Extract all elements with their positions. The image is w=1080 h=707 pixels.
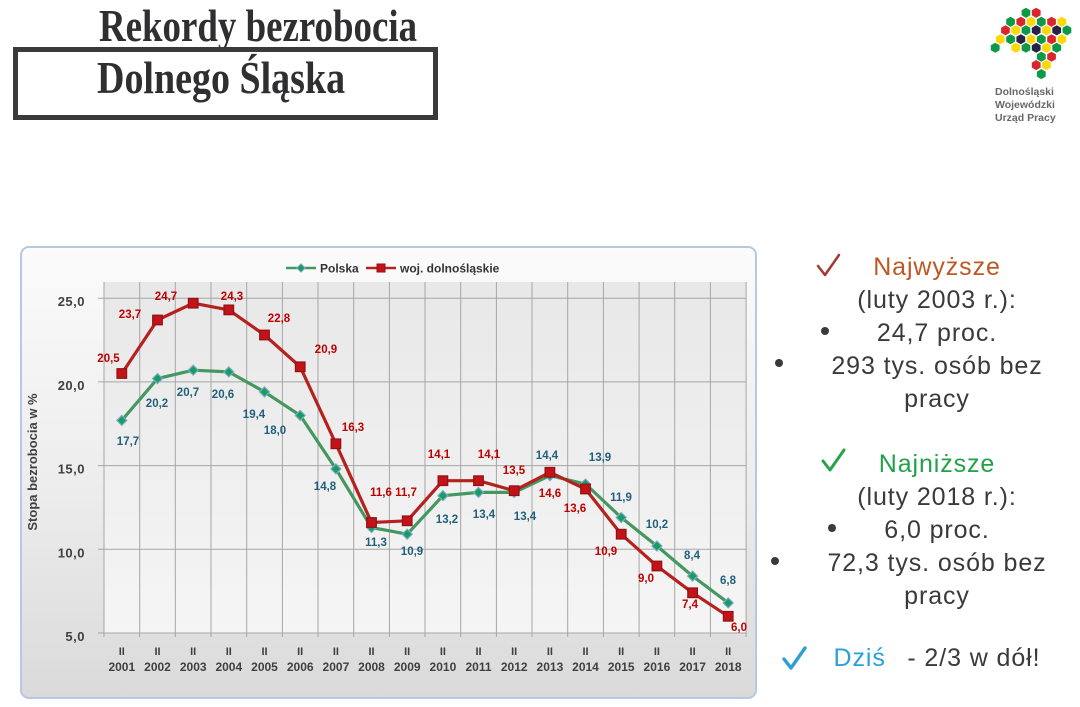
svg-text:II: II xyxy=(154,646,160,658)
svg-text:2015: 2015 xyxy=(608,660,635,674)
svg-text:13,9: 13,9 xyxy=(589,452,611,464)
svg-text:2014: 2014 xyxy=(572,660,599,674)
svg-text:Dolnośląski: Dolnośląski xyxy=(995,86,1054,98)
svg-text:13,5: 13,5 xyxy=(503,465,526,477)
svg-text:24,3: 24,3 xyxy=(221,291,243,303)
svg-text:8,4: 8,4 xyxy=(684,550,701,562)
svg-text:II: II xyxy=(226,646,232,658)
svg-text:2009: 2009 xyxy=(394,660,421,674)
svg-text:II: II xyxy=(190,646,196,658)
svg-text:20,0: 20,0 xyxy=(58,378,85,393)
svg-text:Wojewódzki: Wojewódzki xyxy=(995,99,1055,111)
svg-text:15,0: 15,0 xyxy=(58,462,85,477)
svg-text:woj. dolnośląskie: woj. dolnośląskie xyxy=(399,262,500,276)
svg-text:5,0: 5,0 xyxy=(65,629,85,644)
svg-text:13,4: 13,4 xyxy=(473,509,496,521)
svg-text:10,9: 10,9 xyxy=(401,546,423,558)
svg-text:2006: 2006 xyxy=(287,660,314,674)
svg-text:2007: 2007 xyxy=(323,660,350,674)
svg-text:6,8: 6,8 xyxy=(720,575,737,587)
svg-text:II: II xyxy=(547,646,553,658)
svg-text:2004: 2004 xyxy=(215,660,242,674)
svg-text:Stopa bezrobocia w %: Stopa bezrobocia w % xyxy=(25,393,40,531)
svg-text:II: II xyxy=(119,646,125,658)
svg-text:6,0: 6,0 xyxy=(731,622,747,634)
svg-text:14,4: 14,4 xyxy=(536,450,559,462)
svg-text:II: II xyxy=(261,646,267,658)
svg-text:2008: 2008 xyxy=(358,660,385,674)
svg-text:2005: 2005 xyxy=(251,660,278,674)
svg-text:2017: 2017 xyxy=(679,660,706,674)
svg-text:20,5: 20,5 xyxy=(97,353,120,365)
svg-text:Polska: Polska xyxy=(320,262,359,276)
svg-text:II: II xyxy=(618,646,624,658)
svg-text:14,1: 14,1 xyxy=(428,449,451,461)
svg-text:2002: 2002 xyxy=(144,660,171,674)
svg-text:2001: 2001 xyxy=(108,660,135,674)
svg-text:2016: 2016 xyxy=(644,660,671,674)
svg-text:11,3: 11,3 xyxy=(365,537,387,549)
svg-text:23,7: 23,7 xyxy=(119,309,141,321)
svg-text:II: II xyxy=(475,646,481,658)
svg-text:14,6: 14,6 xyxy=(539,488,561,500)
svg-text:10,2: 10,2 xyxy=(646,519,668,531)
svg-text:10,0: 10,0 xyxy=(58,545,85,560)
svg-text:2018: 2018 xyxy=(715,660,742,674)
svg-text:20,2: 20,2 xyxy=(146,398,168,410)
svg-text:13,6: 13,6 xyxy=(564,503,586,515)
svg-text:11,7: 11,7 xyxy=(395,487,417,499)
svg-text:22,8: 22,8 xyxy=(268,313,291,325)
svg-text:2012: 2012 xyxy=(501,660,528,674)
svg-text:Urząd Pracy: Urząd Pracy xyxy=(995,112,1056,124)
svg-text:14,8: 14,8 xyxy=(314,481,337,493)
svg-text:20,6: 20,6 xyxy=(212,389,234,401)
svg-text:II: II xyxy=(725,646,731,658)
svg-text:II: II xyxy=(654,646,660,658)
svg-text:II: II xyxy=(511,646,517,658)
svg-text:2003: 2003 xyxy=(180,660,207,674)
svg-text:II: II xyxy=(582,646,588,658)
svg-text:14,1: 14,1 xyxy=(478,449,501,461)
svg-text:2013: 2013 xyxy=(537,660,564,674)
svg-text:18,0: 18,0 xyxy=(264,425,286,437)
svg-text:16,3: 16,3 xyxy=(342,422,364,434)
svg-text:9,0: 9,0 xyxy=(638,573,654,585)
svg-text:2011: 2011 xyxy=(465,660,491,674)
svg-text:2010: 2010 xyxy=(430,660,457,674)
svg-text:II: II xyxy=(440,646,446,658)
svg-text:13,4: 13,4 xyxy=(514,511,537,523)
svg-text:11,9: 11,9 xyxy=(610,492,632,504)
svg-text:24,7: 24,7 xyxy=(155,291,177,303)
svg-text:10,9: 10,9 xyxy=(595,546,617,558)
svg-text:II: II xyxy=(404,646,410,658)
svg-text:II: II xyxy=(368,646,374,658)
svg-text:20,9: 20,9 xyxy=(315,344,337,356)
svg-text:25,0: 25,0 xyxy=(58,294,85,309)
svg-text:17,7: 17,7 xyxy=(117,436,139,448)
svg-text:II: II xyxy=(690,646,696,658)
svg-text:II: II xyxy=(333,646,339,658)
svg-text:11,6: 11,6 xyxy=(370,487,392,499)
svg-text:13,2: 13,2 xyxy=(436,514,458,526)
svg-text:20,7: 20,7 xyxy=(177,387,199,399)
svg-text:7,4: 7,4 xyxy=(682,599,699,611)
svg-text:19,4: 19,4 xyxy=(243,409,266,421)
svg-text:II: II xyxy=(297,646,303,658)
